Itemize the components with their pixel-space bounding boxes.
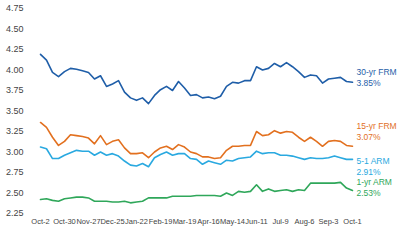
- svg-text:2.53%: 2.53%: [357, 188, 382, 198]
- svg-text:4.25: 4.25: [6, 44, 24, 54]
- svg-text:15-yr FRM: 15-yr FRM: [357, 121, 397, 131]
- svg-text:Oct-2: Oct-2: [31, 217, 49, 226]
- svg-text:4.75: 4.75: [6, 3, 24, 13]
- svg-text:2.75: 2.75: [6, 167, 24, 177]
- svg-text:3.25: 3.25: [6, 126, 24, 136]
- svg-text:Oct-30: Oct-30: [53, 217, 76, 226]
- svg-text:Jun-11: Jun-11: [245, 217, 267, 226]
- svg-text:Nov-27: Nov-27: [76, 217, 100, 226]
- svg-text:30-yr FRM: 30-yr FRM: [357, 67, 397, 77]
- svg-text:Dec-25: Dec-25: [100, 217, 124, 226]
- svg-text:3.07%: 3.07%: [357, 132, 382, 142]
- svg-text:Jan-22: Jan-22: [125, 217, 148, 226]
- svg-text:1-yr ARM: 1-yr ARM: [357, 177, 392, 187]
- svg-text:2.50: 2.50: [6, 188, 24, 198]
- svg-text:Mar-19: Mar-19: [173, 217, 197, 226]
- svg-text:4.00: 4.00: [6, 65, 24, 75]
- svg-text:Sep-3: Sep-3: [318, 217, 338, 226]
- svg-text:Feb-19: Feb-19: [149, 217, 173, 226]
- svg-text:Jul-9: Jul-9: [272, 217, 288, 226]
- svg-text:2.25: 2.25: [6, 208, 24, 218]
- svg-text:3.00: 3.00: [6, 147, 24, 157]
- svg-text:Apr-16: Apr-16: [197, 217, 220, 226]
- svg-text:Aug-6: Aug-6: [294, 217, 314, 226]
- svg-text:4.50: 4.50: [6, 24, 24, 34]
- svg-text:5-1 ARM: 5-1 ARM: [357, 156, 390, 166]
- svg-text:3.75: 3.75: [6, 85, 24, 95]
- svg-text:Oct-1: Oct-1: [343, 217, 361, 226]
- svg-text:2.91%: 2.91%: [357, 167, 382, 177]
- svg-text:3.85%: 3.85%: [357, 78, 382, 88]
- svg-text:3.50: 3.50: [6, 106, 24, 116]
- svg-text:May-14: May-14: [220, 217, 245, 226]
